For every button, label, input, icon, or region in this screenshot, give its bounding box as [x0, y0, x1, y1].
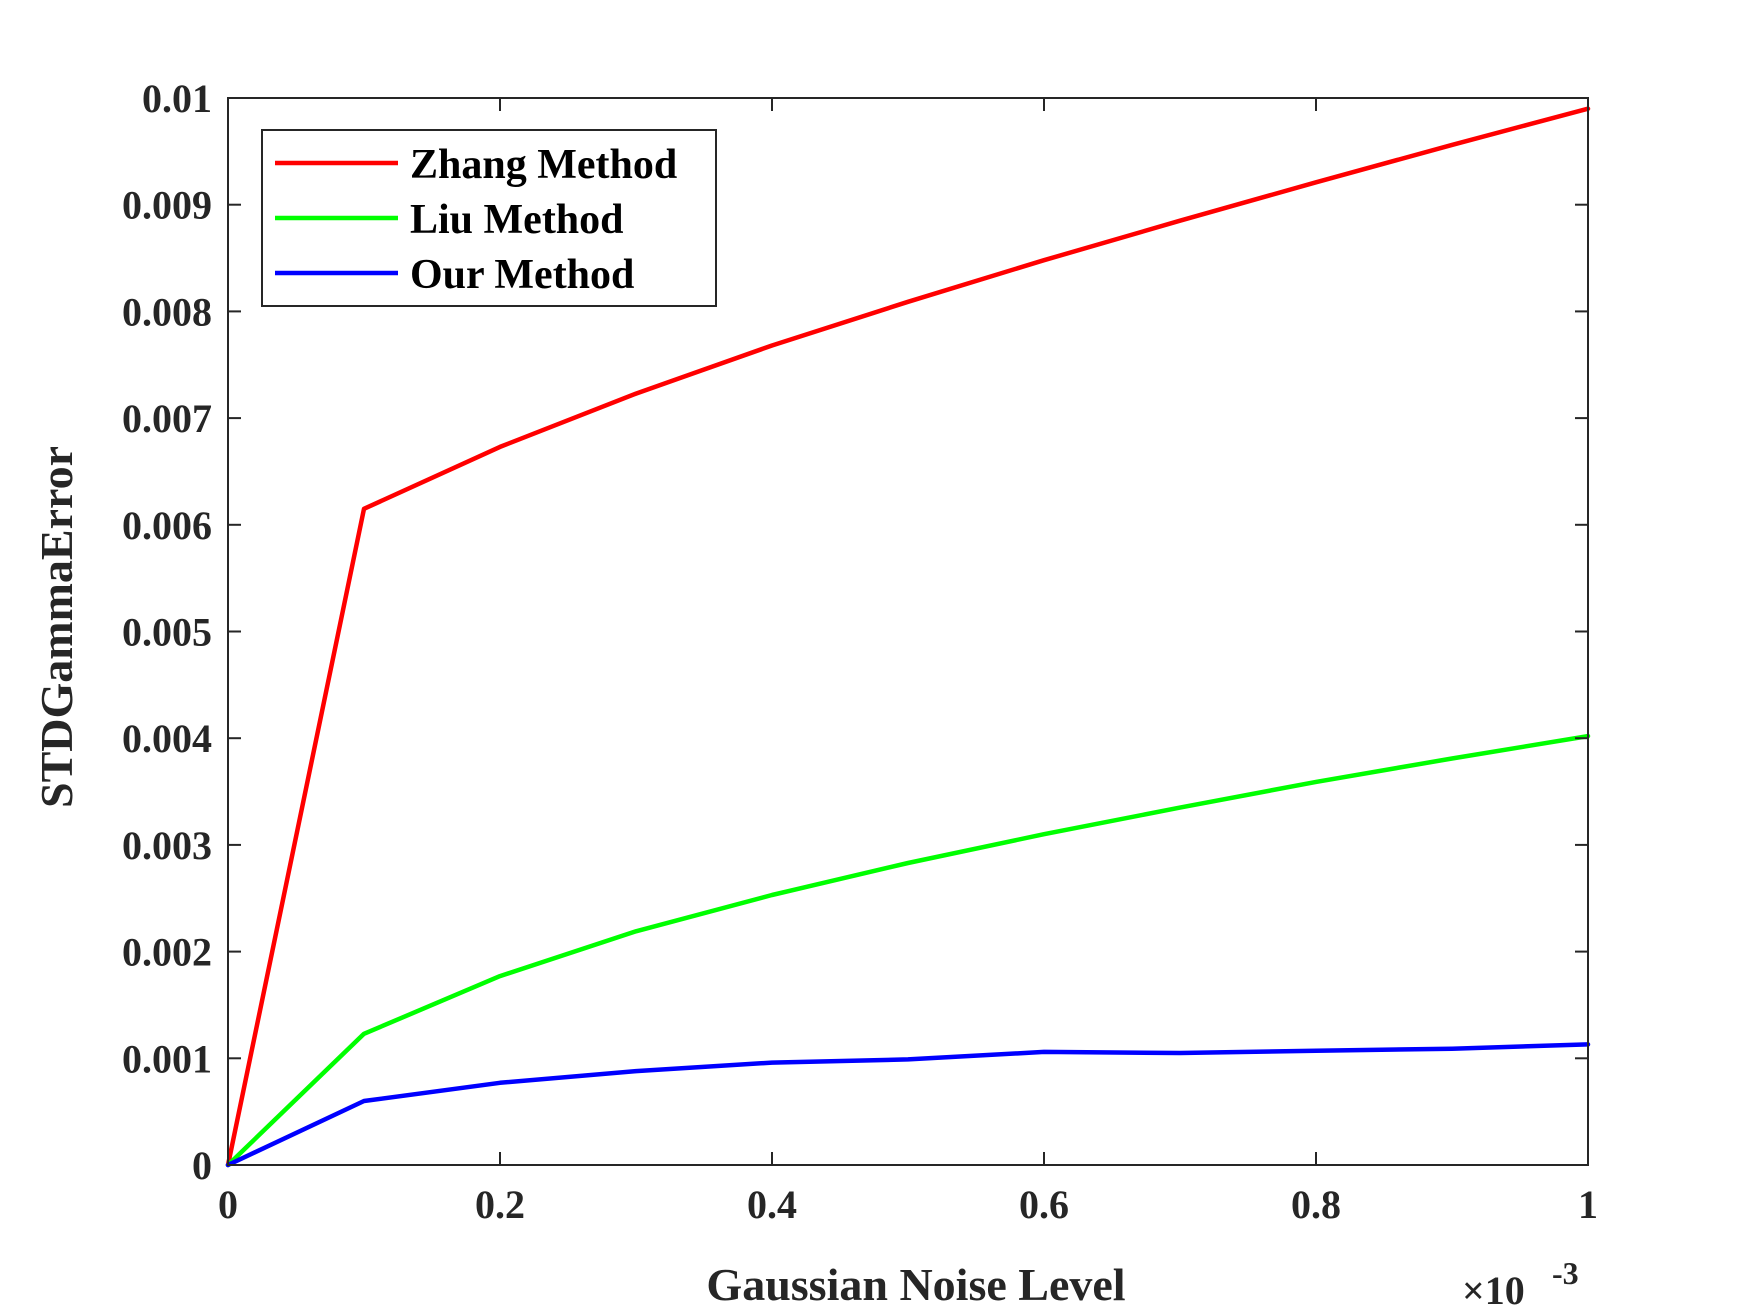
series-line-1 — [225, 106, 1591, 1168]
series-line-3 — [225, 1042, 1591, 1168]
y-tick-label: 0.003 — [122, 823, 212, 868]
y-axis-label: STDGammaError — [31, 446, 82, 808]
y-tick-label: 0.001 — [122, 1036, 212, 1081]
legend-label-2: Liu Method — [410, 197, 624, 243]
legend: Zhang Method Liu Method Our Method — [261, 129, 717, 307]
x-axis-label: Gaussian Noise Level — [706, 1259, 1125, 1310]
x-exponent-power: -3 — [1552, 1255, 1579, 1291]
y-tick-label: 0.009 — [122, 183, 212, 228]
y-tick-label: 0.005 — [122, 610, 212, 655]
x-tick-label: 1 — [1578, 1182, 1598, 1227]
y-tick-labels: 0 0.001 0.002 0.003 0.004 0.005 0.006 0.007 0.00… — [122, 76, 212, 1188]
series-lines — [225, 106, 1591, 1168]
series-line-2 — [225, 733, 1591, 1168]
y-tick-label: 0.002 — [122, 930, 212, 975]
y-tick-label: 0.01 — [142, 76, 212, 121]
y-tick-label: 0.006 — [122, 503, 212, 548]
x-tick-label: 0 — [218, 1182, 238, 1227]
legend-label-3: Our Method — [410, 252, 634, 298]
x-tick-label: 0.6 — [1019, 1182, 1069, 1227]
x-tick-label: 0.4 — [747, 1182, 797, 1227]
x-tick-labels: 0 0.2 0.4 0.6 0.8 1 — [218, 1182, 1598, 1227]
y-tick-label: 0 — [192, 1143, 212, 1188]
x-exponent-base: ×10 — [1462, 1268, 1525, 1313]
y-tick-label: 0.004 — [122, 716, 212, 761]
x-tick-label: 0.2 — [475, 1182, 525, 1227]
tick-marks — [227, 97, 1589, 1166]
x-exponent-label: ×10 -3 — [1462, 1255, 1579, 1313]
legend-label-1: Zhang Method — [410, 142, 677, 188]
y-tick-label: 0.008 — [122, 289, 212, 334]
y-tick-label: 0.007 — [122, 396, 212, 441]
x-tick-label: 0.8 — [1291, 1182, 1341, 1227]
